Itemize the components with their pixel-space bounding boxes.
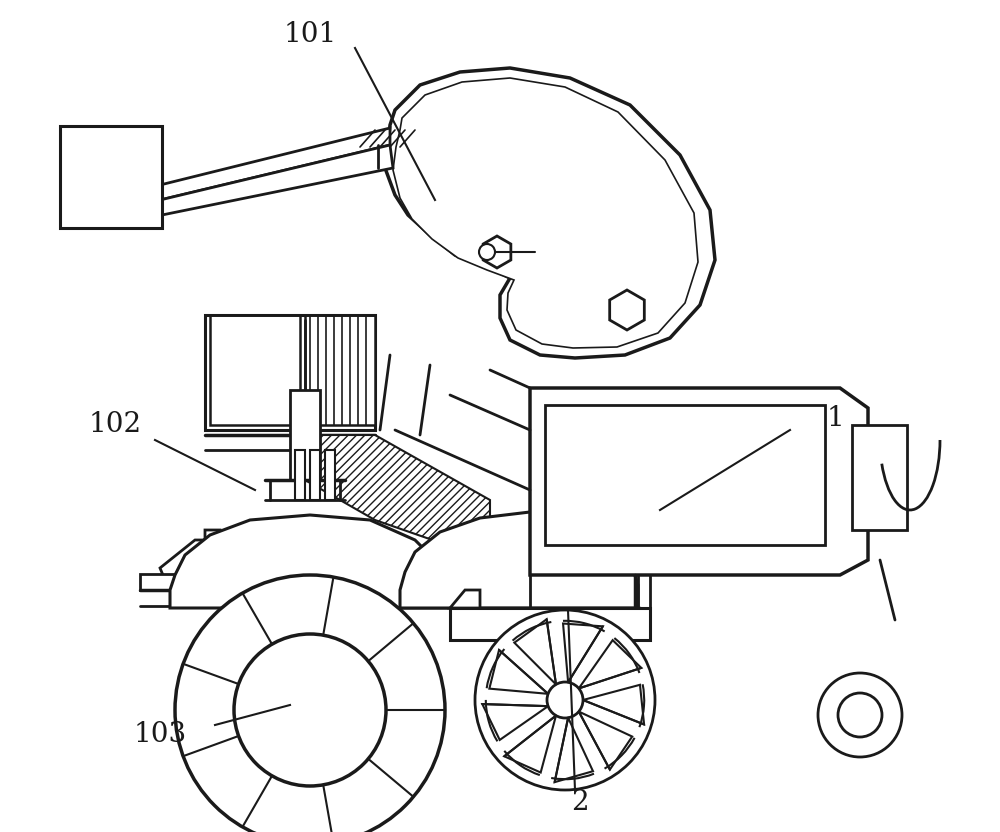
Circle shape xyxy=(818,673,902,757)
Bar xyxy=(325,450,335,500)
Polygon shape xyxy=(482,704,548,740)
Polygon shape xyxy=(530,388,868,575)
Text: 101: 101 xyxy=(283,22,337,48)
Polygon shape xyxy=(160,530,220,580)
Polygon shape xyxy=(483,236,511,268)
Bar xyxy=(305,315,375,425)
Polygon shape xyxy=(563,623,603,682)
Polygon shape xyxy=(579,711,632,770)
Polygon shape xyxy=(305,435,490,560)
Polygon shape xyxy=(610,290,644,330)
Polygon shape xyxy=(504,716,556,773)
Bar xyxy=(852,425,907,530)
Bar xyxy=(140,574,240,590)
Polygon shape xyxy=(450,590,480,608)
Polygon shape xyxy=(160,128,390,200)
Polygon shape xyxy=(393,78,698,348)
Polygon shape xyxy=(579,640,641,688)
Circle shape xyxy=(234,634,386,786)
Circle shape xyxy=(838,693,882,737)
Text: 2: 2 xyxy=(571,789,589,815)
Bar xyxy=(450,608,650,640)
Bar xyxy=(310,450,320,500)
Polygon shape xyxy=(583,685,644,725)
Polygon shape xyxy=(400,512,638,608)
Text: 102: 102 xyxy=(88,412,142,438)
Bar xyxy=(545,405,825,545)
Circle shape xyxy=(547,682,583,718)
Bar xyxy=(210,315,300,425)
Circle shape xyxy=(475,610,655,790)
Bar xyxy=(205,315,375,430)
Circle shape xyxy=(175,575,445,832)
Bar xyxy=(290,390,320,480)
Bar xyxy=(295,450,305,500)
Text: 1: 1 xyxy=(826,404,844,432)
Circle shape xyxy=(479,244,495,260)
Polygon shape xyxy=(170,515,450,608)
Polygon shape xyxy=(489,650,548,694)
Text: 103: 103 xyxy=(133,721,187,749)
Polygon shape xyxy=(160,145,393,215)
Polygon shape xyxy=(555,718,593,782)
Bar xyxy=(60,126,162,228)
Polygon shape xyxy=(514,619,556,685)
Polygon shape xyxy=(385,68,715,358)
